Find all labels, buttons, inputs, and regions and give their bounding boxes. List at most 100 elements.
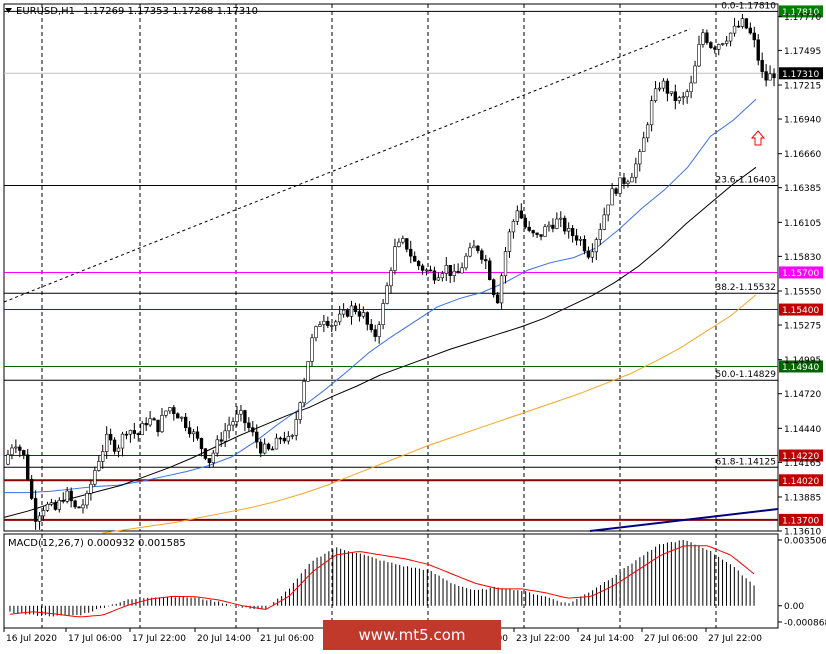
candle [740,14,745,29]
price-tick-label: 1.17215 [784,82,821,92]
candle-body [488,260,492,280]
candle [511,219,516,239]
candle [653,81,658,103]
time-tick-label: 21 Jul 06:00 [260,634,314,644]
candle-body [669,91,674,94]
candle [701,28,705,48]
candle [586,246,591,260]
candle-body [401,238,405,243]
candle [728,32,733,47]
candle-body [306,361,310,382]
time-tick-label: 27 Jul 22:00 [708,634,762,644]
candle-body [203,448,208,459]
candle [424,268,429,276]
candle [484,254,488,270]
candle-body [219,439,223,442]
candle [61,492,65,504]
candle [393,238,397,275]
candle-body [511,221,516,233]
candle [373,324,377,342]
trendlines [3,28,779,532]
candle-body [559,217,563,220]
candle [488,257,492,281]
candle [590,243,595,263]
candle [274,433,279,450]
candle [389,267,393,294]
candle-body [464,255,468,269]
candle [567,222,571,239]
candle-body [314,326,318,339]
candle [318,321,322,327]
candle [397,238,401,248]
candle-body [105,433,109,452]
candle [772,68,776,87]
price-tick-label: 1.14995 [784,356,821,366]
candle [464,252,468,271]
horizontal-levels: 1.17810 1.15700 1.15400 1.14940 1.14220 1.140… [4,5,823,526]
candle-body [614,188,618,194]
candle-body [515,210,520,222]
candle [326,316,330,329]
candle [677,95,681,104]
candle-body [341,309,346,315]
candle [582,235,587,255]
candle-body [112,439,117,452]
fib-label: 38.2-1.15532 [715,283,776,293]
candle [124,431,129,440]
candle [112,437,117,455]
price-tick-label: 1.14440 [784,425,821,435]
candle [294,411,298,441]
candle [322,314,326,332]
price-axis[interactable]: 1.17770 1.17495 1.17215 1.16940 1.16660 1.163… [778,13,821,538]
candle-body [10,447,14,456]
price-pane [3,3,779,532]
candle [642,131,646,152]
candle [278,436,283,444]
candle-body [626,181,630,184]
candle [594,237,599,261]
candle-body [69,490,73,502]
price-tick-label: 1.14165 [784,459,821,469]
candle [669,91,674,97]
candle [310,333,314,367]
candle [140,421,144,436]
candle-body [709,42,713,48]
candle [298,401,302,424]
triangle-down-icon[interactable] [5,8,12,13]
candle-body [176,413,180,419]
candle [527,221,531,233]
candle-body [590,251,595,258]
candle-body [598,229,602,240]
candle [385,282,389,305]
candle [207,458,212,468]
candle [634,157,638,184]
candle [752,26,756,48]
candle [519,203,523,220]
fib-label: 0.0-1.17810 [721,1,776,11]
fib-label: 50.0-1.14829 [715,370,776,380]
candle [41,506,46,521]
macd-axis: 0.003506 0.00 -0.000868 [778,537,826,629]
candle [499,273,504,311]
candle-body [191,431,196,435]
candle-body [416,260,421,267]
macd-tick-label: 0.00 [784,602,804,612]
candle-body [653,88,658,101]
price-tick-label: 1.16660 [784,150,821,160]
candle [689,75,693,99]
candle-body [748,27,753,34]
candle [349,300,354,325]
candle-body [85,493,89,506]
time-tick-label: 17 Jul 06:00 [68,634,122,644]
candle-body [409,248,413,257]
candle-body [26,454,30,480]
candle-body [45,503,50,511]
candle-body [57,499,61,510]
candle [26,449,30,481]
candle [97,454,101,472]
candle-body [539,234,543,237]
time-tick-label: 20 Jul 14:00 [197,634,251,644]
candle [6,449,10,466]
